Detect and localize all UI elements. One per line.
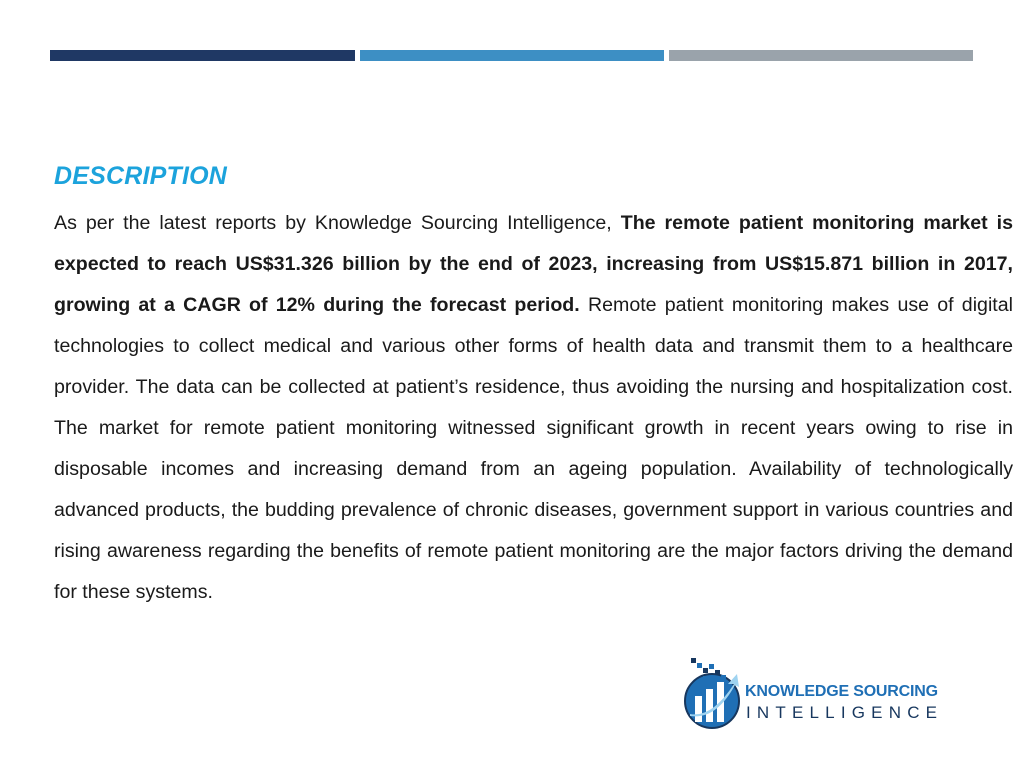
header-bars: [50, 50, 973, 61]
header-bar-light: [669, 50, 973, 61]
logo-text-primary: KNOWLEDGE SOURCING: [745, 683, 938, 700]
header-bar-dark: [50, 50, 355, 61]
paragraph-highlight: The remote patient monitoring market is …: [54, 212, 1013, 316]
section-heading: DESCRIPTION: [54, 162, 228, 190]
paragraph-intro: As per the latest reports by Knowledge S…: [54, 212, 621, 234]
paragraph-rest: Remote patient monitoring makes use of d…: [54, 294, 1013, 603]
globe-arrow-icon: [684, 658, 740, 729]
logo-text-secondary: INTELLIGENCE: [746, 703, 944, 722]
description-paragraph: As per the latest reports by Knowledge S…: [54, 203, 1013, 613]
header-bar-mid: [360, 50, 664, 61]
company-logo: KNOWLEDGE SOURCING INTELLIGENCE: [682, 656, 952, 730]
